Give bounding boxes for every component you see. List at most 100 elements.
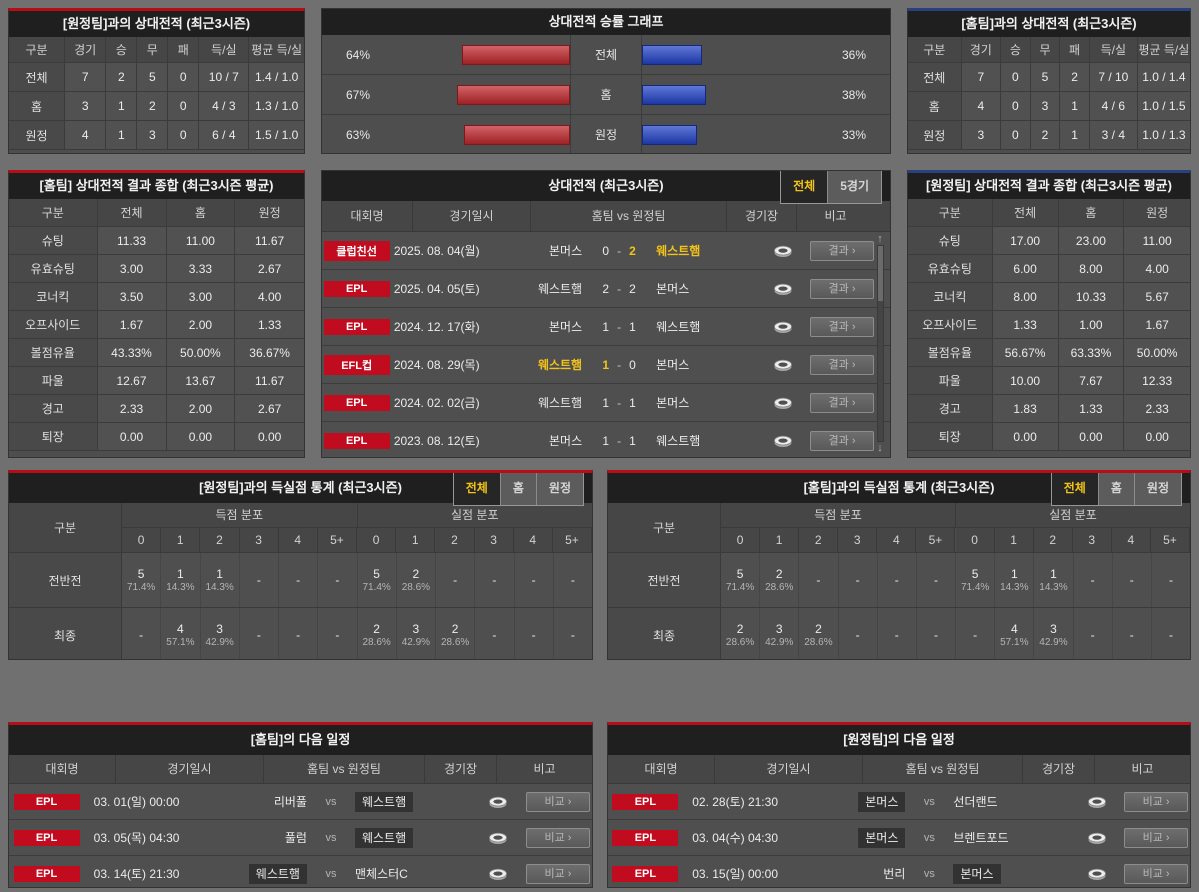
column-header: 득/실 bbox=[199, 37, 250, 63]
stadium-icon[interactable] bbox=[772, 358, 794, 372]
stadium-icon[interactable] bbox=[772, 244, 794, 258]
dist-cell: - bbox=[475, 553, 515, 607]
match-date: 2024. 12. 17(화) bbox=[393, 320, 480, 334]
scroll-down-icon[interactable]: ↓ bbox=[877, 442, 883, 454]
match-row: EPL 2024. 12. 17(화) 본머스 1 - 1 웨스트햄 bbox=[322, 308, 890, 346]
column-header-competition: 대회명 bbox=[350, 209, 384, 223]
subcolumn-header: 5+ bbox=[916, 528, 956, 552]
stadium-icon[interactable] bbox=[772, 396, 794, 410]
subcolumn-header: 4 bbox=[1111, 528, 1151, 552]
cell-goals: 10 / 7 bbox=[199, 63, 250, 92]
stat-away: 0.00 bbox=[1124, 423, 1190, 451]
compare-button[interactable]: 비교 › bbox=[1124, 791, 1189, 812]
compare-button[interactable]: 비교 › bbox=[1124, 863, 1189, 884]
column-header: 경기 bbox=[65, 37, 107, 63]
dist-cell: - bbox=[570, 628, 575, 642]
compare-button[interactable]: 비교 › bbox=[1124, 827, 1189, 848]
stadium-icon[interactable] bbox=[772, 434, 794, 448]
chevron-right-icon: › bbox=[567, 867, 572, 880]
away-team-wrap: 웨스트햄 bbox=[354, 828, 473, 848]
stat-total: 10.00 bbox=[992, 367, 1059, 395]
stat-total: 3.00 bbox=[97, 255, 167, 283]
filter-tab[interactable]: 전체 bbox=[1051, 473, 1098, 505]
compare-button[interactable]: 비교 › bbox=[525, 791, 590, 812]
filter-tab[interactable]: 5경기 bbox=[827, 171, 881, 203]
chevron-right-icon: › bbox=[851, 244, 856, 257]
dist-cell: 2 28.6% bbox=[760, 553, 800, 607]
row-label: 홈 bbox=[9, 92, 66, 121]
panel-title: 상대전적 (최근3시즌) bbox=[548, 178, 664, 193]
cell-losses: 1 bbox=[1060, 121, 1090, 150]
filter-tab[interactable]: 홈 bbox=[1097, 473, 1134, 505]
stat-home: 7.67 bbox=[1058, 367, 1125, 395]
right-percent-label: 33% bbox=[841, 127, 866, 142]
home-score: 1 bbox=[602, 433, 610, 448]
home-team-wrap: 본머스 bbox=[787, 828, 906, 848]
stadium-icon[interactable] bbox=[772, 282, 794, 296]
subcolumn-header: 1 bbox=[760, 528, 800, 552]
table-row: 홈 4 0 3 1 4 / 6 1.0 / 1.5 bbox=[908, 92, 1190, 121]
filter-tab[interactable]: 전체 bbox=[453, 473, 500, 505]
note-cell: 비교 › bbox=[524, 863, 592, 884]
distribution-header: 구분 득점 분포 실점 분포 0 1 2 3 4 5+ 0 1 2 3 4 5+ bbox=[9, 503, 592, 553]
cell-games: 3 bbox=[65, 92, 107, 121]
result-button-label: 결과 bbox=[828, 396, 849, 409]
win-rate-rows: 64% 전체 36% 67% bbox=[322, 35, 890, 153]
stat-total: 1.83 bbox=[992, 395, 1059, 423]
result-button[interactable]: 결과 › bbox=[810, 240, 874, 261]
dist-cell: - bbox=[956, 608, 996, 659]
schedule-header: 대회명 경기일시 홈팀 vs 원정팀 경기장 비고 bbox=[9, 755, 592, 784]
competition-cell: EPL bbox=[9, 829, 84, 846]
result-button[interactable]: 결과 › bbox=[810, 430, 874, 451]
filter-tab[interactable]: 전체 bbox=[781, 171, 828, 203]
dist-cell: 1 14.3% bbox=[201, 553, 240, 607]
filter-tab[interactable]: 원정 bbox=[535, 473, 583, 505]
dist-cell: 3 42.9% bbox=[397, 608, 436, 659]
panel-title: [원정팀] 상대전적 결과 종합 (최근3시즌 평균) bbox=[908, 173, 1190, 199]
stat-label: 퇴장 bbox=[9, 423, 98, 451]
category-label: 전체 bbox=[570, 35, 642, 74]
note-cell: 비교 › bbox=[1122, 827, 1190, 848]
scrollbar-thumb[interactable] bbox=[877, 246, 883, 301]
stadium-icon[interactable] bbox=[487, 831, 509, 845]
result-button[interactable]: 결과 › bbox=[810, 392, 874, 413]
match-teams: 본머스 0 - 2 웨스트햄 bbox=[482, 242, 756, 259]
result-button[interactable]: 결과 › bbox=[810, 354, 874, 375]
stadium-icon[interactable] bbox=[1086, 831, 1108, 845]
scrollbar[interactable]: ↑ ↓ bbox=[873, 233, 887, 454]
filter-tab[interactable]: 홈 bbox=[499, 473, 536, 505]
note-cell: 결과 › bbox=[810, 392, 890, 413]
note-cell: 비교 › bbox=[524, 791, 592, 812]
result-button[interactable]: 결과 › bbox=[810, 316, 874, 337]
competition-cell: EPL bbox=[322, 318, 391, 335]
compare-button[interactable]: 비교 › bbox=[525, 863, 590, 884]
dist-cell: 5 71.4% bbox=[358, 553, 397, 607]
away-team-wrap: 선더랜드 bbox=[953, 793, 1071, 810]
stadium-icon[interactable] bbox=[1086, 867, 1108, 881]
table-row: 코너킥 3.50 3.00 4.00 bbox=[9, 283, 304, 311]
scroll-up-icon[interactable]: ↑ bbox=[877, 233, 883, 245]
table-row: 유효슈팅 6.00 8.00 4.00 bbox=[908, 255, 1190, 283]
stat-label: 파울 bbox=[9, 367, 98, 395]
stat-away: 11.67 bbox=[235, 227, 304, 255]
note-cell: 비교 › bbox=[1122, 863, 1190, 884]
stadium-icon[interactable] bbox=[487, 867, 509, 881]
distribution-filter-tabs: 전체 홈 원정 bbox=[1050, 473, 1182, 506]
summary-table-body: 슈팅 17.00 23.00 11.00 유효슈팅 6.00 8.00 4.00… bbox=[908, 227, 1190, 451]
table-row: 볼점유율 56.67% 63.33% 50.00% bbox=[908, 339, 1190, 367]
filter-tab[interactable]: 원정 bbox=[1133, 473, 1181, 505]
stadium-icon[interactable] bbox=[1086, 795, 1108, 809]
stadium-icon[interactable] bbox=[772, 320, 794, 334]
stat-total: 0.00 bbox=[992, 423, 1059, 451]
stadium-icon[interactable] bbox=[487, 795, 509, 809]
dist-cell: 3 42.9% bbox=[760, 608, 800, 659]
compare-button[interactable]: 비교 › bbox=[525, 827, 590, 848]
subcolumn-header: 0 bbox=[357, 528, 397, 552]
result-button[interactable]: 결과 › bbox=[810, 278, 874, 299]
note-cell: 결과 › bbox=[810, 316, 890, 337]
scrollbar-track[interactable] bbox=[876, 245, 884, 442]
home-team-wrap: 풀럼 bbox=[189, 829, 307, 846]
match-row: 클럽친선 2025. 08. 04(월) 본머스 0 - 2 웨스트햄 bbox=[322, 232, 890, 270]
column-header-competition: 대회명 bbox=[644, 762, 678, 776]
table-row: 오프사이드 1.33 1.00 1.67 bbox=[908, 311, 1190, 339]
